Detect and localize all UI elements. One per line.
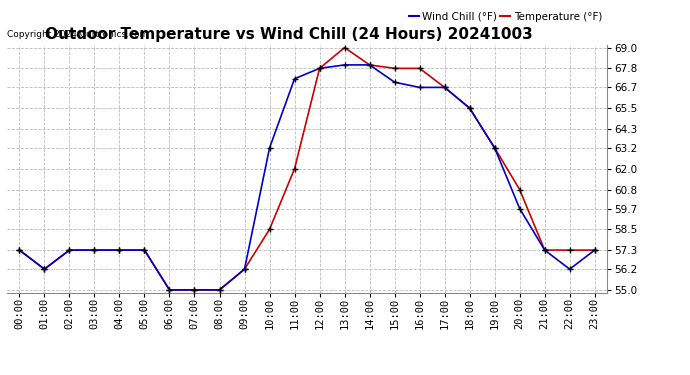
Text: Copyright 2024 Curtronics.com: Copyright 2024 Curtronics.com (7, 30, 148, 39)
Legend: Wind Chill (°F), Temperature (°F): Wind Chill (°F), Temperature (°F) (408, 12, 602, 22)
Title: Outdoor Temperature vs Wind Chill (24 Hours) 20241003: Outdoor Temperature vs Wind Chill (24 Ho… (45, 27, 533, 42)
